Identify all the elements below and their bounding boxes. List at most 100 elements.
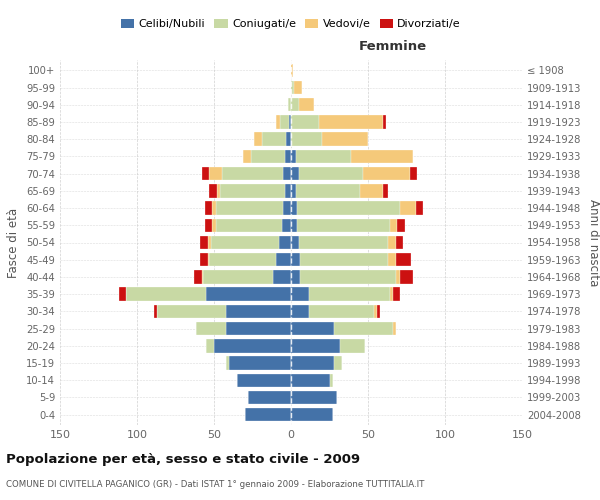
Bar bbox=[299, 236, 388, 249]
Bar bbox=[377, 304, 380, 318]
Bar bbox=[289, 116, 291, 128]
Bar bbox=[396, 236, 403, 249]
Bar bbox=[272, 270, 291, 283]
Bar bbox=[226, 356, 229, 370]
Bar bbox=[286, 132, 291, 146]
Bar bbox=[200, 236, 208, 249]
Bar bbox=[217, 184, 220, 198]
Bar bbox=[291, 408, 332, 422]
Bar bbox=[300, 270, 396, 283]
Bar bbox=[389, 288, 392, 301]
Bar bbox=[383, 116, 386, 128]
Bar bbox=[202, 167, 209, 180]
Bar bbox=[208, 236, 211, 249]
Bar bbox=[196, 322, 226, 336]
Legend: Celibi/Nubili, Coniugati/e, Vedovi/e, Divorziati/e: Celibi/Nubili, Coniugati/e, Vedovi/e, Di… bbox=[116, 14, 466, 34]
Bar bbox=[329, 374, 332, 387]
Bar bbox=[392, 288, 400, 301]
Bar bbox=[205, 202, 212, 215]
Bar bbox=[206, 288, 291, 301]
Bar bbox=[200, 253, 208, 266]
Bar bbox=[209, 253, 275, 266]
Bar bbox=[291, 253, 300, 266]
Bar bbox=[291, 150, 296, 163]
Bar bbox=[297, 202, 400, 215]
Bar bbox=[194, 270, 202, 283]
Bar bbox=[291, 374, 329, 387]
Bar bbox=[291, 270, 300, 283]
Bar bbox=[226, 322, 291, 336]
Bar bbox=[285, 150, 291, 163]
Text: COMUNE DI CIVITELLA PAGANICO (GR) - Dati ISTAT 1° gennaio 2009 - Elaborazione TU: COMUNE DI CIVITELLA PAGANICO (GR) - Dati… bbox=[6, 480, 424, 489]
Bar bbox=[245, 408, 291, 422]
Bar bbox=[215, 202, 283, 215]
Bar bbox=[288, 98, 291, 112]
Bar bbox=[291, 356, 334, 370]
Bar bbox=[220, 184, 285, 198]
Bar bbox=[340, 339, 365, 352]
Bar bbox=[294, 81, 302, 94]
Bar bbox=[396, 270, 400, 283]
Bar bbox=[237, 374, 291, 387]
Bar bbox=[291, 132, 322, 146]
Bar bbox=[388, 236, 396, 249]
Bar bbox=[374, 304, 377, 318]
Bar bbox=[291, 390, 337, 404]
Bar bbox=[392, 322, 396, 336]
Bar bbox=[297, 218, 389, 232]
Y-axis label: Anni di nascita: Anni di nascita bbox=[587, 199, 600, 286]
Bar bbox=[364, 167, 410, 180]
Bar bbox=[205, 218, 212, 232]
Bar bbox=[410, 167, 417, 180]
Bar bbox=[291, 81, 294, 94]
Bar bbox=[388, 253, 396, 266]
Bar bbox=[334, 322, 392, 336]
Bar bbox=[248, 390, 291, 404]
Bar bbox=[209, 167, 222, 180]
Bar bbox=[262, 132, 286, 146]
Bar bbox=[211, 236, 278, 249]
Bar bbox=[300, 253, 388, 266]
Bar bbox=[212, 218, 215, 232]
Bar bbox=[291, 304, 310, 318]
Bar bbox=[291, 322, 334, 336]
Bar bbox=[254, 132, 262, 146]
Bar bbox=[285, 184, 291, 198]
Bar bbox=[400, 202, 416, 215]
Bar bbox=[157, 304, 226, 318]
Bar bbox=[229, 356, 291, 370]
Bar bbox=[206, 339, 214, 352]
Bar bbox=[209, 184, 217, 198]
Bar bbox=[291, 167, 299, 180]
Bar bbox=[291, 218, 297, 232]
Bar bbox=[291, 116, 319, 128]
Bar bbox=[351, 150, 413, 163]
Bar bbox=[243, 150, 251, 163]
Bar bbox=[202, 270, 203, 283]
Bar bbox=[291, 98, 299, 112]
Bar bbox=[226, 304, 291, 318]
Bar bbox=[251, 150, 285, 163]
Bar bbox=[282, 218, 291, 232]
Bar bbox=[322, 132, 368, 146]
Bar bbox=[212, 202, 215, 215]
Bar bbox=[215, 218, 282, 232]
Y-axis label: Fasce di età: Fasce di età bbox=[7, 208, 20, 278]
Bar bbox=[119, 288, 126, 301]
Bar bbox=[214, 339, 291, 352]
Bar bbox=[208, 253, 209, 266]
Bar bbox=[291, 202, 297, 215]
Bar bbox=[275, 116, 280, 128]
Bar bbox=[283, 202, 291, 215]
Bar bbox=[291, 64, 293, 77]
Bar bbox=[299, 98, 314, 112]
Bar bbox=[291, 339, 340, 352]
Bar bbox=[203, 270, 272, 283]
Bar bbox=[310, 304, 374, 318]
Bar bbox=[400, 270, 413, 283]
Bar bbox=[389, 218, 397, 232]
Text: Femmine: Femmine bbox=[359, 40, 427, 52]
Bar bbox=[126, 288, 206, 301]
Bar bbox=[383, 184, 388, 198]
Bar bbox=[154, 304, 157, 318]
